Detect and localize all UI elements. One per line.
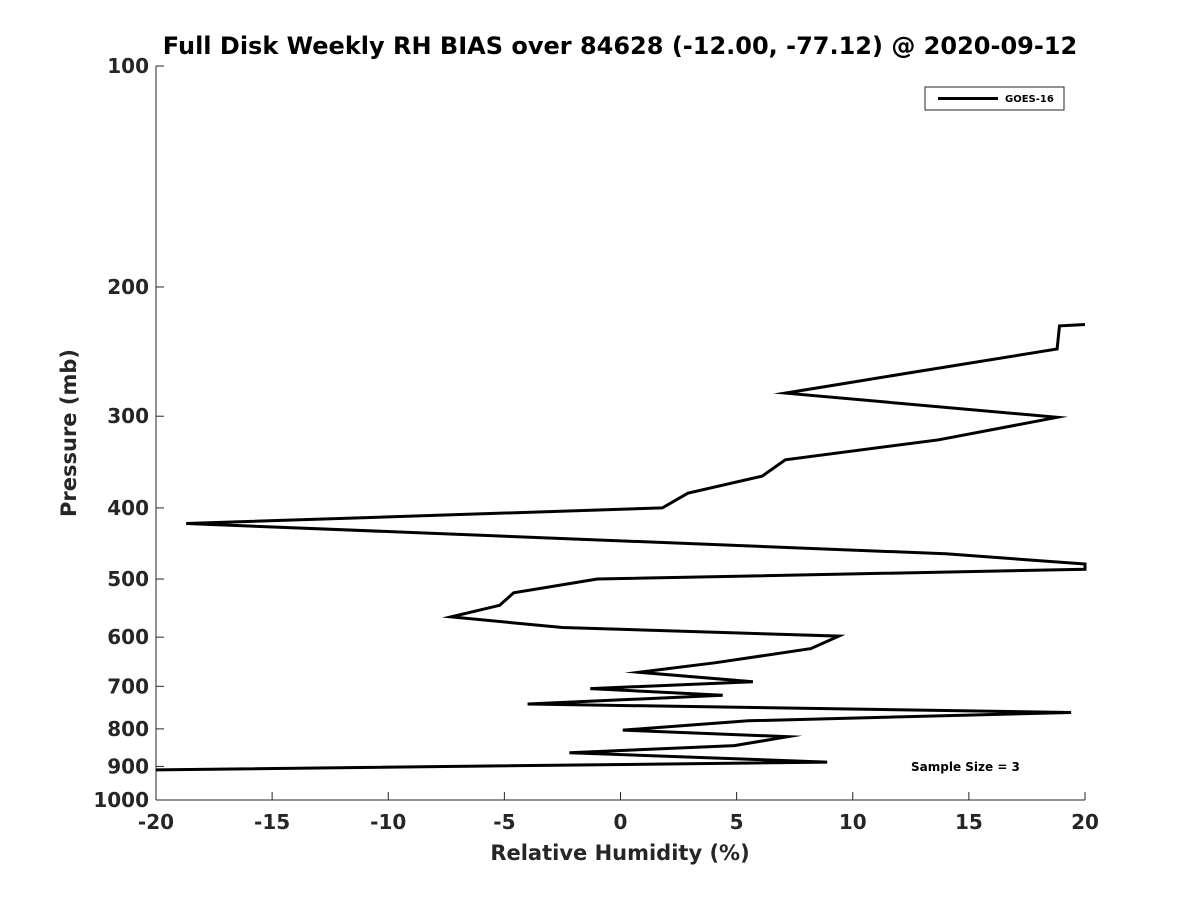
x-tick-label: -10	[370, 810, 406, 834]
y-tick-label: 800	[107, 717, 149, 741]
y-tick-label: 300	[107, 404, 149, 428]
x-tick-label: 0	[614, 810, 628, 834]
y-tick-label: 900	[107, 754, 149, 778]
x-tick-label: 20	[1071, 810, 1099, 834]
chart-title: Full Disk Weekly RH BIAS over 84628 (-12…	[163, 32, 1077, 60]
series-layer	[155, 323, 1087, 772]
x-ticks: -20 -15 -10 -5 0 5 10 15 20	[138, 792, 1099, 834]
x-tick-label: 10	[839, 810, 867, 834]
x-tick-label: -5	[493, 810, 515, 834]
legend-label-goes-16: GOES-16	[1005, 94, 1054, 105]
y-axis-label: Pressure (mb)	[57, 349, 81, 517]
series-line-goes-16	[155, 323, 1087, 772]
x-tick-label: -20	[138, 810, 174, 834]
x-tick-label: 5	[730, 810, 744, 834]
y-tick-label: 600	[107, 625, 149, 649]
y-tick-label: 500	[107, 567, 149, 591]
y-tick-label: 1000	[93, 788, 149, 812]
legend: GOES-16	[924, 86, 1065, 111]
y-tick-label: 100	[107, 54, 149, 78]
y-tick-label: 700	[107, 674, 149, 698]
y-ticks: 100 200 300 400 500 600 700 800 900 1000	[93, 54, 164, 812]
sample-size-annotation: Sample Size = 3	[911, 760, 1020, 774]
y-tick-label: 200	[107, 275, 149, 299]
x-axis-label: Relative Humidity (%)	[490, 841, 749, 865]
x-tick-label: -15	[254, 810, 290, 834]
x-tick-label: 15	[955, 810, 983, 834]
y-tick-label: 400	[107, 496, 149, 520]
